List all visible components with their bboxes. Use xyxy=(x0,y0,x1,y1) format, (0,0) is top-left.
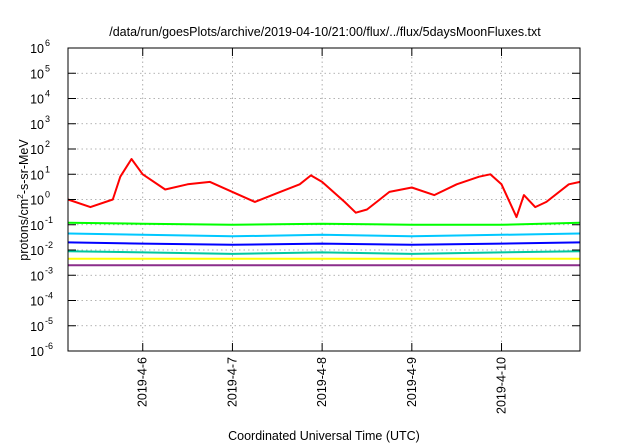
y-tick-label-sup: 5 xyxy=(45,63,50,73)
y-tick-label-base: 10 xyxy=(30,269,44,283)
y-tick-label-base: 10 xyxy=(30,244,44,258)
x-axis-label: Coordinated Universal Time (UTC) xyxy=(228,429,420,443)
grid-lines xyxy=(68,48,580,351)
x-tick-label: 2019-4-9 xyxy=(405,357,419,407)
chart-title: /data/run/goesPlots/archive/2019-04-10/2… xyxy=(109,25,541,39)
y-tick-label-sup: 1 xyxy=(45,164,50,174)
y-tick-label: 10 xyxy=(30,345,44,359)
axes: 10 -610 -510 -410 -310 -210 -110 010 110 210 310 41… xyxy=(30,38,581,414)
x-tick-label: 2019-4-8 xyxy=(315,357,329,407)
x-tick-label: 2019-4-10 xyxy=(495,357,509,414)
series-line-4 xyxy=(67,241,581,246)
series-line-2 xyxy=(67,221,581,226)
y-tick-label: 10 xyxy=(30,194,44,208)
y-tick-label-sup: -6 xyxy=(45,341,53,351)
series-line-1 xyxy=(67,158,581,219)
y-tick-label-base: 10 xyxy=(30,168,44,182)
y-tick-label-base: 10 xyxy=(30,219,44,233)
y-tick-label-sup: 0 xyxy=(45,190,50,200)
y-axis-label-rest: -s-sr-MeV xyxy=(17,139,31,195)
y-tick-label: 10 xyxy=(30,143,44,157)
y-tick-label-sup: -4 xyxy=(45,291,53,301)
y-tick-label-sup: 2 xyxy=(45,139,50,149)
y-tick-label-base: 10 xyxy=(30,295,44,309)
y-tick-label: 10 xyxy=(30,168,44,182)
plot-frame xyxy=(67,47,581,352)
y-tick-label-sup: -2 xyxy=(45,240,53,250)
y-tick-label-base: 10 xyxy=(30,93,44,107)
x-tick-label: 2019-4-6 xyxy=(136,357,150,407)
y-tick-label: 10 xyxy=(30,219,44,233)
y-tick-label-base: 10 xyxy=(30,143,44,157)
y-axis-label-sup: 2 xyxy=(15,194,25,199)
y-tick-label: 10 xyxy=(30,67,44,81)
y-tick-label: 10 xyxy=(30,244,44,258)
x-tick-label: 2019-4-7 xyxy=(225,357,239,407)
y-tick-label-base: 10 xyxy=(30,194,44,208)
y-tick-label-base: 10 xyxy=(30,345,44,359)
y-tick-label-base: 10 xyxy=(30,320,44,334)
y-tick-label-base: 10 xyxy=(30,118,44,132)
y-tick-label-sup: -5 xyxy=(45,316,53,326)
y-tick-label-base: 10 xyxy=(30,67,44,81)
y-tick-label-sup: 6 xyxy=(45,38,50,48)
y-axis-label: protons/cm2-s-sr-MeV xyxy=(15,139,31,261)
series-line-3 xyxy=(67,232,581,238)
y-tick-label: 10 xyxy=(30,295,44,309)
y-tick-label: 10 xyxy=(30,93,44,107)
y-tick-label: 10 xyxy=(30,42,44,56)
y-tick-label-sup: 3 xyxy=(45,114,50,124)
y-tick-label: 10 xyxy=(30,269,44,283)
series-layer xyxy=(67,158,581,267)
y-tick-label: 10 xyxy=(30,118,44,132)
y-tick-label: 10 xyxy=(30,320,44,334)
y-tick-label-base: 10 xyxy=(30,42,44,56)
y-tick-label-sup: 4 xyxy=(45,89,50,99)
y-tick-label-sup: -1 xyxy=(45,215,53,225)
y-axis-label-base: protons/cm xyxy=(17,199,31,261)
series-line-5 xyxy=(67,250,581,255)
y-tick-label-sup: -3 xyxy=(45,265,53,275)
